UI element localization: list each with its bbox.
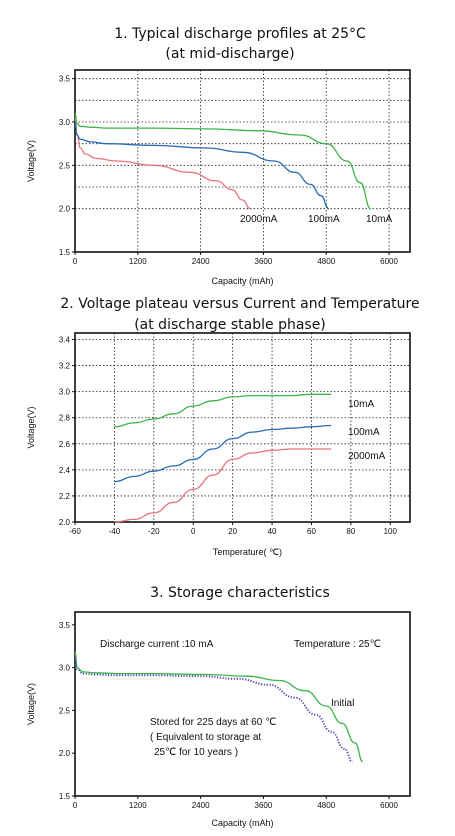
- series-line-100ma: [74, 121, 330, 210]
- x-tick-label: 4800: [317, 257, 335, 266]
- y-tick-label: 3.0: [59, 118, 71, 127]
- annotation-discharge-current: Discharge current :10 mA: [100, 639, 214, 650]
- y-tick-label: 3.2: [59, 362, 71, 371]
- x-tick-label: 80: [346, 527, 355, 536]
- y-axis-label: Voltage(V): [26, 140, 36, 182]
- series-line-2000ma: [114, 448, 332, 523]
- series-label: 10mA: [348, 399, 374, 410]
- x-axis-label: Temperature( ℃): [213, 547, 282, 557]
- chart-3-title: 3. Storage characteristics: [150, 585, 330, 601]
- x-tick-label: -40: [109, 527, 121, 536]
- x-tick-label: -60: [69, 527, 81, 536]
- x-tick-label: 0: [73, 257, 78, 266]
- x-tick-label: 1200: [129, 257, 147, 266]
- annotation-initial: Initial: [331, 698, 354, 709]
- y-tick-label: 2.0: [59, 518, 71, 527]
- x-tick-label: 40: [268, 527, 277, 536]
- series-label: 10mA: [366, 214, 392, 225]
- x-tick-label: 2400: [192, 801, 210, 810]
- y-tick-label: 2.8: [59, 414, 71, 423]
- chart-2-subtitle: (at discharge stable phase): [134, 317, 326, 333]
- y-tick-label: 3.0: [59, 664, 71, 673]
- series-line-100ma: [114, 424, 332, 483]
- x-tick-label: 100: [384, 527, 398, 536]
- chart-2-title: 2. Voltage plateau versus Current and Te…: [60, 296, 419, 312]
- x-tick-label: 0: [73, 801, 78, 810]
- y-tick-label: 2.5: [59, 161, 71, 170]
- y-tick-label: 3.0: [59, 388, 71, 397]
- y-tick-label: 3.5: [59, 621, 71, 630]
- y-tick-label: 1.5: [59, 792, 71, 801]
- chart-3-frame: [74, 611, 411, 797]
- y-axis-label: Voltage(V): [26, 406, 36, 448]
- y-tick-label: 2.4: [59, 466, 71, 475]
- y-tick-label: 2.2: [59, 492, 71, 501]
- y-tick-label: 2.0: [59, 205, 71, 214]
- annotation-stored-2: ( Equivalent to storage at: [150, 732, 261, 743]
- y-tick-label: 3.5: [59, 75, 71, 84]
- series-line-2000ma: [74, 117, 251, 210]
- series-line-10ma: [74, 112, 372, 210]
- x-tick-label: 0: [191, 527, 196, 536]
- series-label: 2000mA: [240, 214, 278, 225]
- y-axis-label: Voltage(V): [26, 683, 36, 725]
- x-axis-label: Capacity (mAh): [211, 276, 273, 286]
- chart-1-frame: [74, 69, 411, 253]
- y-tick-label: 2.6: [59, 440, 71, 449]
- x-tick-label: 1200: [129, 801, 147, 810]
- chart-1-title: 1. Typical discharge profiles at 25°C: [114, 26, 366, 42]
- series-line-10ma: [114, 393, 332, 428]
- series-line-initial: [74, 651, 364, 763]
- x-tick-label: 3600: [255, 801, 273, 810]
- series-label: 2000mA: [348, 451, 386, 462]
- annotation-temperature: Temperature : 25℃: [294, 639, 381, 650]
- y-tick-label: 2.0: [59, 749, 71, 758]
- y-tick-label: 3.4: [59, 336, 71, 345]
- annotation-stored-3: 25℃ for 10 years ): [154, 747, 238, 758]
- y-tick-label: 2.5: [59, 706, 71, 715]
- y-tick-label: 1.5: [59, 248, 71, 257]
- x-tick-label: 4800: [317, 801, 335, 810]
- annotation-stored-1: Stored for 225 days at 60 ℃: [150, 717, 276, 728]
- x-tick-label: 3600: [255, 257, 273, 266]
- chart-2-frame: [74, 332, 411, 523]
- x-tick-label: 6000: [380, 257, 398, 266]
- x-tick-label: -20: [148, 527, 160, 536]
- x-tick-label: 60: [307, 527, 316, 536]
- x-tick-label: 6000: [380, 801, 398, 810]
- x-tick-label: 2400: [192, 257, 210, 266]
- series-label: 100mA: [348, 427, 380, 438]
- x-axis-label: Capacity (mAh): [211, 818, 273, 828]
- series-label: 100mA: [308, 214, 340, 225]
- chart-1-subtitle: (at mid-discharge): [165, 46, 294, 62]
- x-tick-label: 20: [228, 527, 237, 536]
